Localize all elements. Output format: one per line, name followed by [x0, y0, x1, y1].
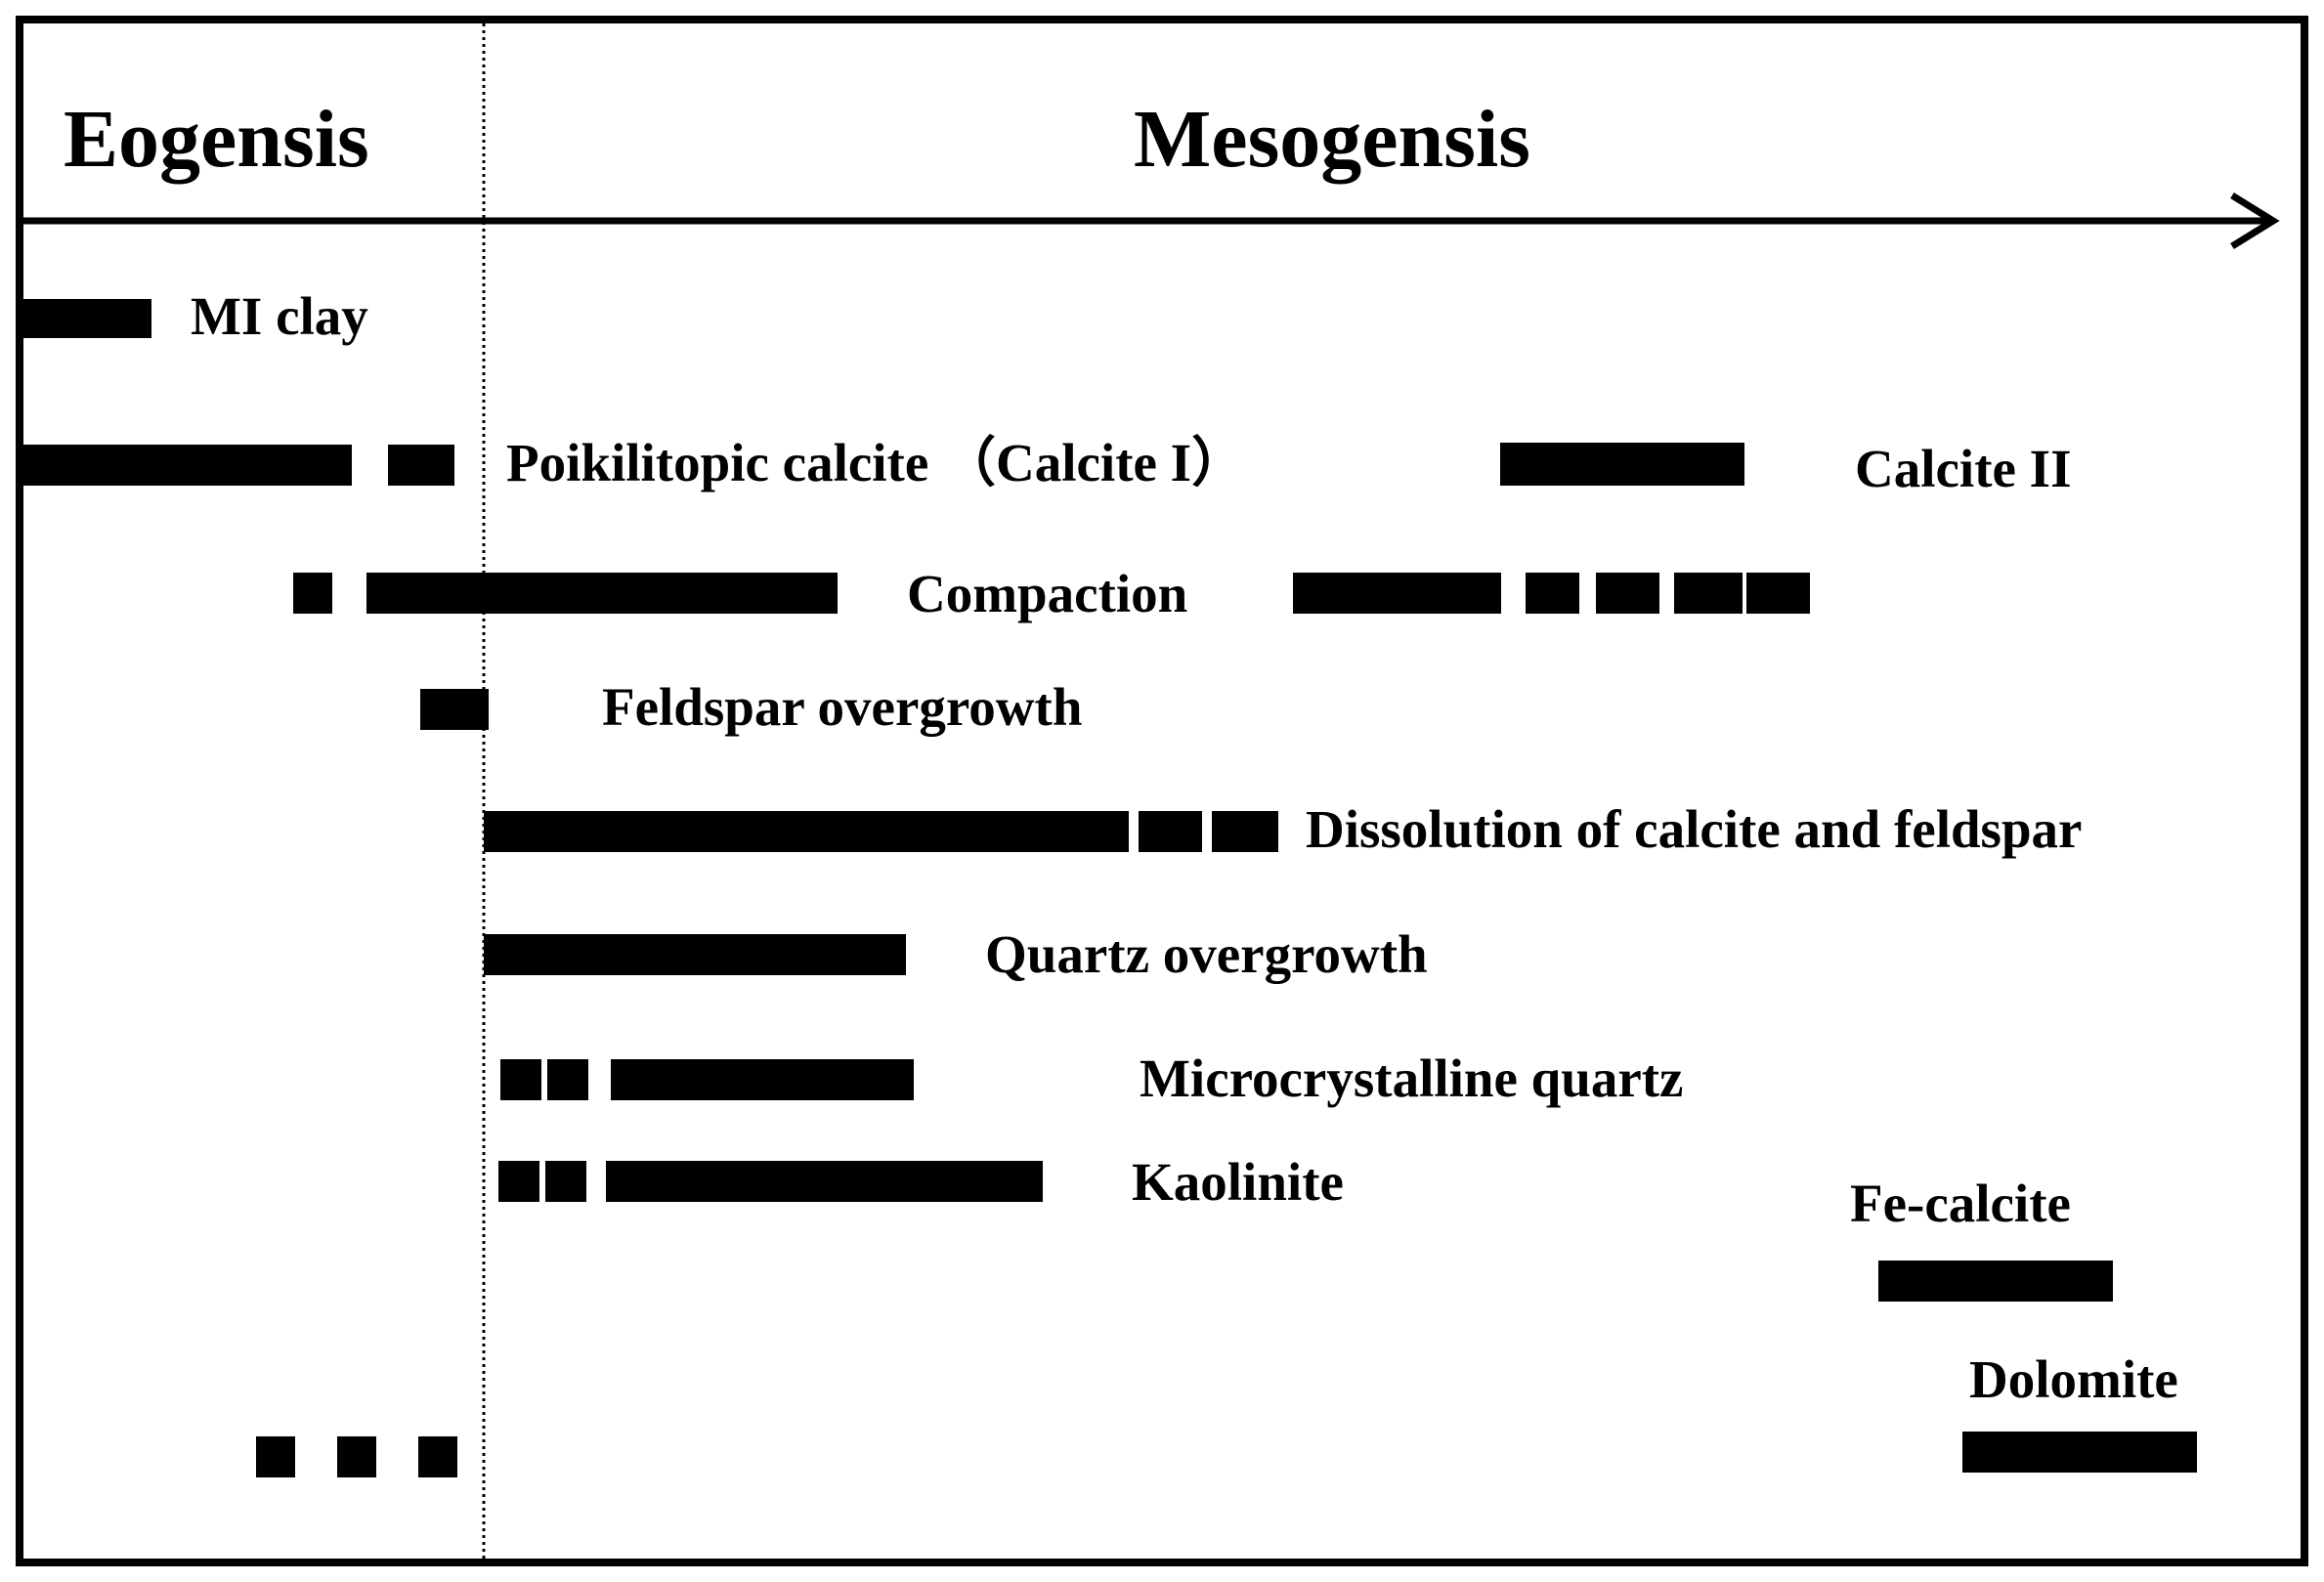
bar-kaolinite	[498, 1161, 539, 1202]
event-label-quartz-overgrowth: Quartz overgrowth	[985, 924, 1428, 984]
event-label-compaction: Compaction	[907, 564, 1187, 623]
bar-compaction	[1746, 573, 1810, 614]
bar-poikilitopic-calcite	[22, 445, 352, 486]
bar-microcrystalline-quartz	[500, 1059, 541, 1100]
diagram-frame	[16, 16, 2308, 1566]
time-axis-arrowhead	[2230, 192, 2280, 249]
mesogenesis-heading: Mesogensis	[1134, 94, 1530, 185]
event-label-poikilitopic-calcite: Poikilitopic calcite （Calcite I）	[506, 433, 1245, 492]
event-label-mi-clay: MI clay	[191, 286, 368, 346]
event-label-feldspar-overgrowth: Feldspar overgrowth	[602, 677, 1082, 737]
event-label-dissolution: Dissolution of calcite and feldspar	[1306, 799, 2082, 859]
bar-dissolution	[1139, 811, 1202, 852]
bar-compaction	[293, 573, 332, 614]
bar-dissolution	[1212, 811, 1278, 852]
bar-microcrystalline-quartz	[611, 1059, 914, 1100]
bar-feldspar-overgrowth	[420, 689, 489, 730]
bar-microcrystalline-quartz	[547, 1059, 588, 1100]
bar-calcite-ii	[1500, 443, 1744, 486]
bar-kaolinite	[545, 1161, 586, 1202]
event-label-microcrystalline-quartz: Microcrystalline quartz	[1140, 1048, 1683, 1108]
bar-dolomite	[337, 1436, 376, 1477]
bar-poikilitopic-calcite	[388, 445, 454, 486]
event-label-calcite-ii: Calcite II	[1855, 439, 2071, 498]
bar-compaction	[1526, 573, 1579, 614]
bar-kaolinite	[606, 1161, 1043, 1202]
event-label-dolomite: Dolomite	[1969, 1349, 2178, 1409]
bar-compaction	[1596, 573, 1659, 614]
bar-dolomite	[1962, 1432, 2197, 1473]
bar-mi-clay	[22, 299, 151, 338]
eogenesis-heading: Eogensis	[64, 94, 369, 185]
bar-dissolution	[484, 811, 1129, 852]
event-label-fe-calcite: Fe-calcite	[1850, 1174, 2071, 1233]
event-label-kaolinite: Kaolinite	[1132, 1152, 1344, 1212]
bar-dolomite	[418, 1436, 457, 1477]
bar-compaction	[1674, 573, 1743, 614]
bar-fe-calcite	[1878, 1261, 2113, 1302]
duration-bars	[22, 299, 2197, 1477]
bar-compaction	[366, 573, 838, 614]
bar-quartz-overgrowth	[484, 934, 906, 975]
bar-dolomite	[256, 1436, 295, 1477]
bar-compaction	[1293, 573, 1501, 614]
